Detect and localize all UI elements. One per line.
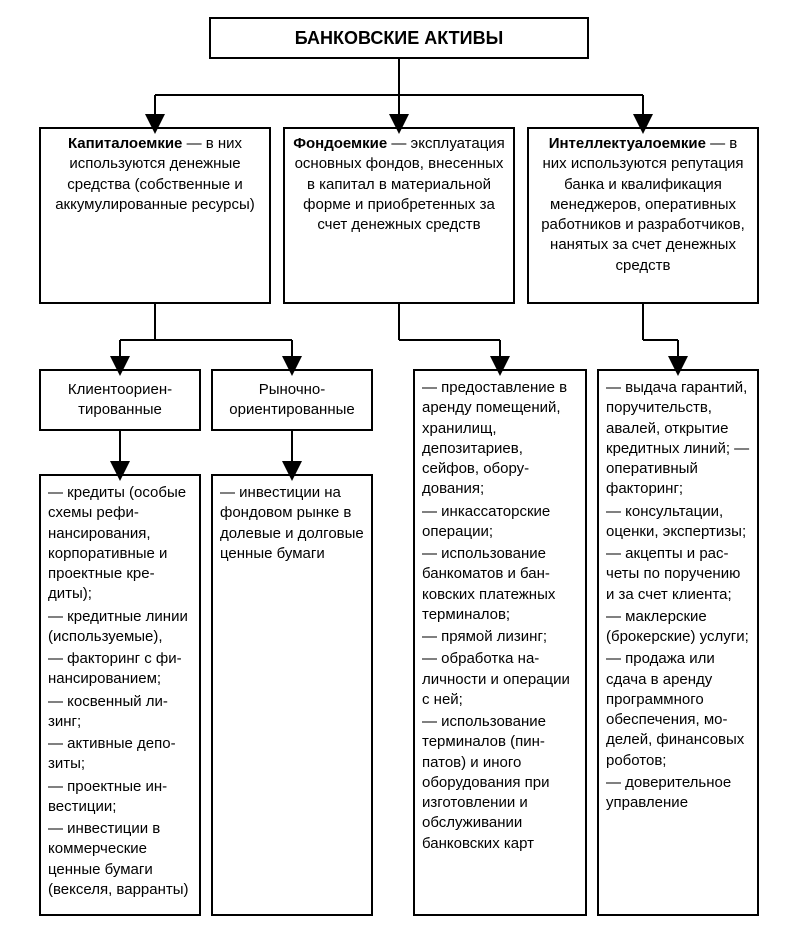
label-intel-leaf: — выдача гаран­тий, поручи­тельств, авал… [606, 378, 750, 907]
label-cap: Капиталоемкие — в них используются денеж… [48, 134, 262, 297]
label-client: Клиентоориен­тированные [46, 380, 194, 428]
label-fond: Фондоемкие — эксплуатация основных фондо… [292, 134, 506, 297]
label-market: Рыночно-ориентированные [218, 380, 366, 428]
diagram-canvas: БАНКОВСКИЕ АКТИВЫКапиталоемкие — в них и… [0, 0, 798, 932]
label-fond-leaf: — предоставле­ние в аренду по­мещений, х… [422, 378, 578, 907]
label-client-leaf: — кредиты (осо­бые схемы рефи­нансирован… [48, 483, 192, 907]
label-market-leaf: — инвестиции на фондовом рынке в долевые… [220, 483, 364, 907]
label-intel: Интеллектуалоемкие — в них используются … [536, 134, 750, 297]
